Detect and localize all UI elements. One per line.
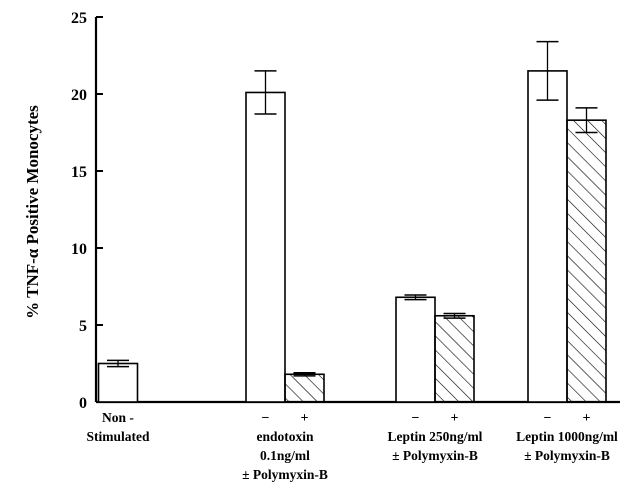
category-label-g1-1: 0.1ng/ml bbox=[260, 448, 310, 463]
bar-g1-0 bbox=[245, 91, 286, 403]
y-tick-label-10: 10 bbox=[71, 241, 87, 258]
category-label-g1-2: ± Polymyxin-B bbox=[242, 467, 328, 482]
category-label-g1-0: endotoxin bbox=[256, 429, 314, 444]
bar-g3-1 bbox=[566, 119, 607, 403]
y-tick-label-0: 0 bbox=[79, 395, 87, 412]
y-tick-label-20: 20 bbox=[71, 87, 87, 104]
y-tick-label-5: 5 bbox=[79, 318, 87, 335]
sign-label-g3-1: + bbox=[583, 411, 591, 426]
y-tick-label-15: 15 bbox=[71, 164, 87, 181]
category-label-g2-0: Leptin 250ng/ml bbox=[388, 429, 483, 444]
sign-label-g2-0: − bbox=[412, 411, 420, 426]
y-tick-label-25: 25 bbox=[71, 10, 87, 27]
category-label-g3-0: Leptin 1000ng/ml bbox=[516, 429, 618, 444]
category-label-g2-1: ± Polymyxin-B bbox=[392, 448, 478, 463]
y-axis-label: % TNF-α Positive Monocytes bbox=[23, 105, 42, 319]
category-label-g3-1: ± Polymyxin-B bbox=[524, 448, 610, 463]
sign-label-g1-1: + bbox=[301, 411, 309, 426]
sign-label-g1-0: − bbox=[262, 411, 270, 426]
sign-label-g2-1: + bbox=[451, 411, 459, 426]
bar-g1-1 bbox=[284, 373, 325, 403]
category-label-g0-0: Non - bbox=[102, 410, 134, 425]
bar-g2-0 bbox=[395, 296, 436, 403]
sign-label-g3-0: − bbox=[544, 411, 552, 426]
bar-g3-0 bbox=[527, 70, 568, 403]
category-label-g0-1: Stimulated bbox=[86, 429, 149, 444]
bar-g0-0 bbox=[97, 362, 139, 403]
bar-g2-1 bbox=[434, 314, 475, 403]
